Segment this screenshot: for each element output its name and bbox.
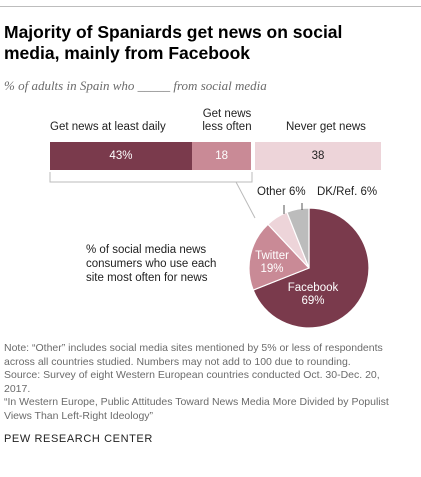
pie-label-twitter-name: Twitter: [255, 250, 289, 262]
category-label-less-often-line-2: less often: [202, 121, 252, 133]
category-label-daily: Get news at least daily: [50, 121, 166, 133]
pie-slice-dk: [286, 207, 310, 269]
bar-value-daily: 43%: [109, 150, 133, 162]
pie-slice-facebook: [252, 207, 370, 329]
bar-segment-less-often: [191, 142, 252, 170]
bar-value-never: 38: [311, 150, 325, 162]
pie-group: [248, 207, 370, 329]
note-line-4: 2017.: [4, 382, 31, 395]
chart-title-line-1: Majority of Spaniards get news on social: [4, 22, 343, 42]
chart-subtitle: % of adults in Spain who _____ from soci…: [4, 78, 267, 93]
category-label-never: Never get news: [286, 121, 366, 133]
pie-chart-title-line-2: consumers who use each: [86, 258, 217, 270]
pie-chart-title-line-1: % of social media news: [86, 244, 207, 256]
pie-label-facebook-value: 69%: [301, 295, 325, 307]
organization-name: PEW RESEARCH CENTER: [4, 433, 153, 445]
callout-bracket: [49, 172, 256, 219]
note-line-1: Note: “Other” includes social media site…: [4, 342, 383, 354]
top-rule: [0, 6, 421, 7]
bar-segment-never: [255, 142, 381, 170]
pie-slice-twitter: [248, 223, 311, 291]
pie-chart-title: % of social media news consumers who use…: [86, 243, 246, 285]
pie-label-twitter: Twitter 19%: [250, 250, 294, 276]
pie-label-facebook: Facebook 69%: [282, 282, 344, 308]
chart-title: Majority of Spaniards get news on social…: [4, 22, 414, 64]
bar-segment-daily: [50, 142, 192, 170]
pie-label-twitter-value: 19%: [260, 263, 284, 275]
pie-label-dk: DK/Ref. 6%: [317, 186, 378, 198]
bar-value-less-often: 18: [215, 150, 228, 162]
note-line-2: across all countries studied. Numbers ma…: [4, 355, 351, 368]
category-label-less-often-line-1: Get news: [202, 108, 252, 120]
note-line-6: Views Than Left-Right Ideology”: [4, 409, 154, 422]
pie-chart-title-line-3: site most often for news: [86, 272, 208, 284]
pie-label-facebook-name: Facebook: [287, 282, 339, 294]
note-line-3: Source: Survey of eight Western European…: [4, 369, 380, 381]
chart-notes: Note: “Other” includes social media site…: [4, 342, 416, 423]
note-line-5: “In Western Europe, Public Attitudes Tow…: [4, 396, 389, 408]
chart-title-line-2: media, mainly from Facebook: [4, 43, 251, 63]
pie-label-other: Other 6%: [257, 186, 306, 198]
category-label-less-often: Get news less often: [192, 108, 262, 134]
